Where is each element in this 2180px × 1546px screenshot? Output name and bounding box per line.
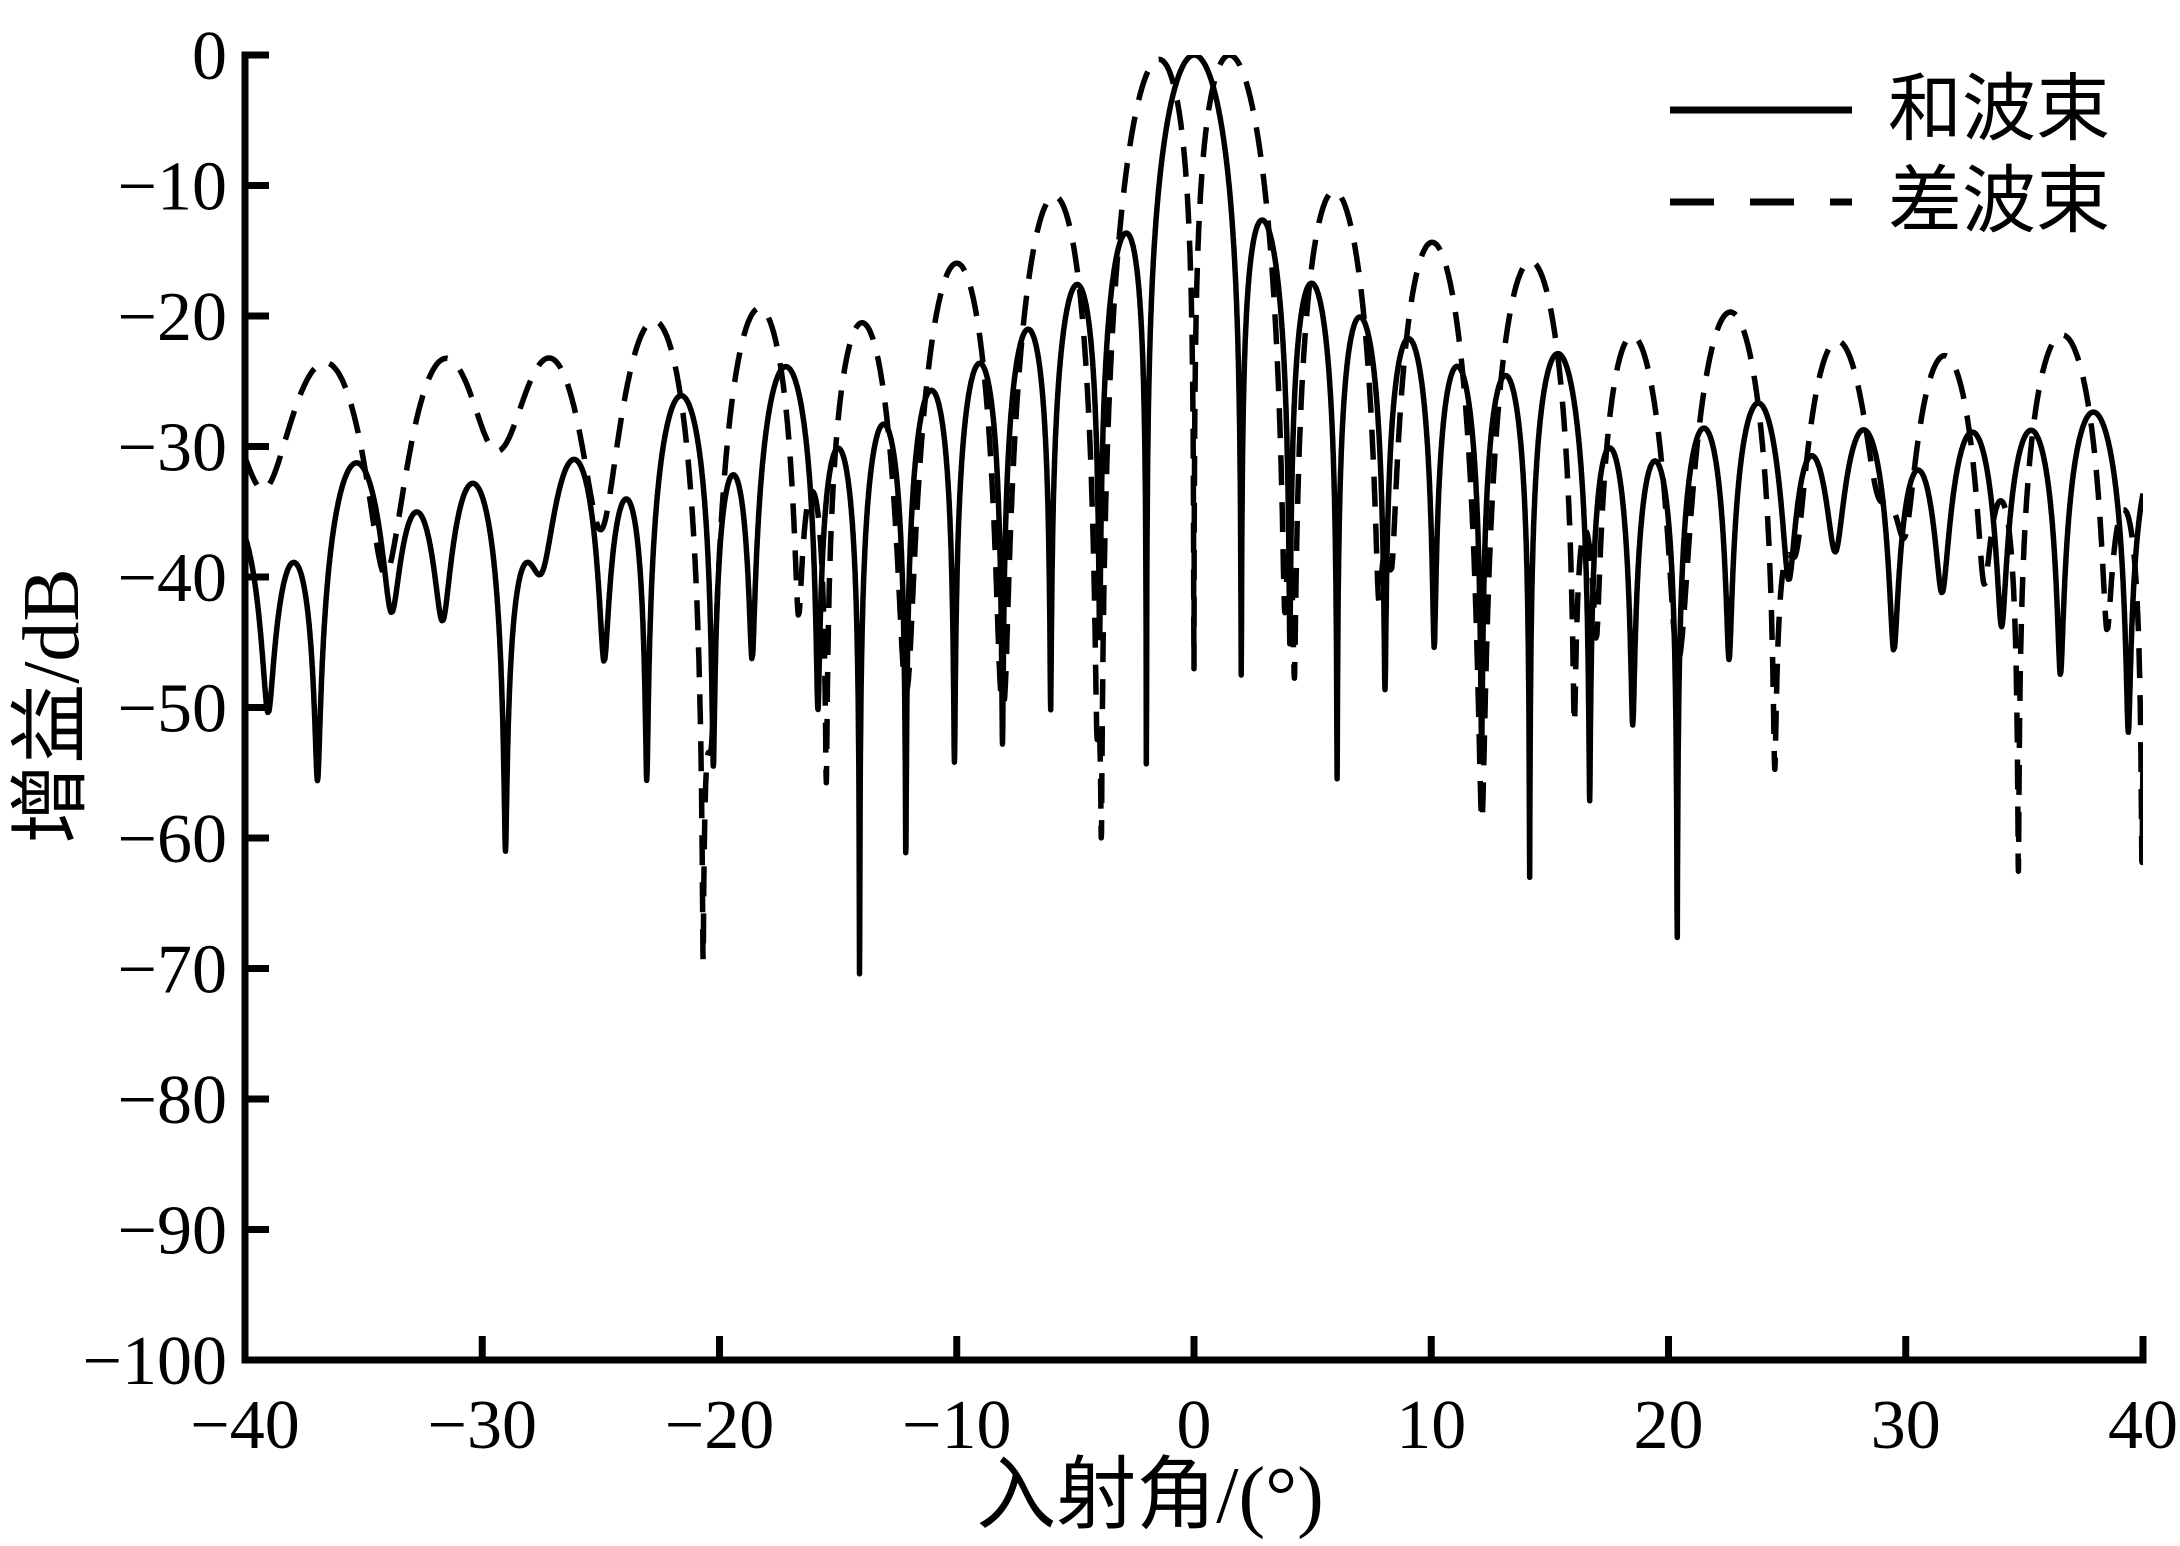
x-tick-label: 30 <box>1871 1387 1941 1464</box>
y-tick-label: −60 <box>118 801 227 878</box>
y-tick-label: −20 <box>118 279 227 356</box>
x-tick-label: 10 <box>1396 1387 1466 1464</box>
legend-key-solid-line <box>1670 106 1852 114</box>
diff-beam-curve <box>245 55 2143 963</box>
x-axis-title: 入射角/(°) <box>976 1452 1324 1540</box>
legend-item-sum-beam: 和波束 <box>1668 64 2110 156</box>
y-tick-label: −40 <box>118 540 227 617</box>
y-tick-label: −90 <box>118 1193 227 1270</box>
y-tick-label: −30 <box>118 410 227 487</box>
curves-group <box>245 55 2143 977</box>
legend-label-sum-beam: 和波束 <box>1888 69 2110 151</box>
x-tick-label: 0 <box>1177 1387 1212 1464</box>
legend-label-diff-beam: 差波束 <box>1888 161 2110 243</box>
y-tick-label: −100 <box>83 1323 227 1400</box>
y-tick-label: −10 <box>118 149 227 226</box>
y-tick-label: −50 <box>118 671 227 748</box>
y-axis-title: 增益/dB <box>8 568 96 844</box>
x-tick-label: 20 <box>1634 1387 1704 1464</box>
y-tick-label: −70 <box>118 932 227 1009</box>
x-tick-label: −20 <box>665 1387 774 1464</box>
x-tick-label: −10 <box>902 1387 1011 1464</box>
x-tick-label: −40 <box>190 1387 299 1464</box>
y-tick-label: 0 <box>192 18 227 95</box>
legend-key-dashed-line <box>1670 198 1852 206</box>
legend: 和波束 差波束 <box>1668 64 2110 248</box>
y-tick-label: −80 <box>118 1062 227 1139</box>
legend-item-diff-beam: 差波束 <box>1668 156 2110 248</box>
x-tick-label: −30 <box>428 1387 537 1464</box>
x-tick-label: 40 <box>2108 1387 2178 1464</box>
